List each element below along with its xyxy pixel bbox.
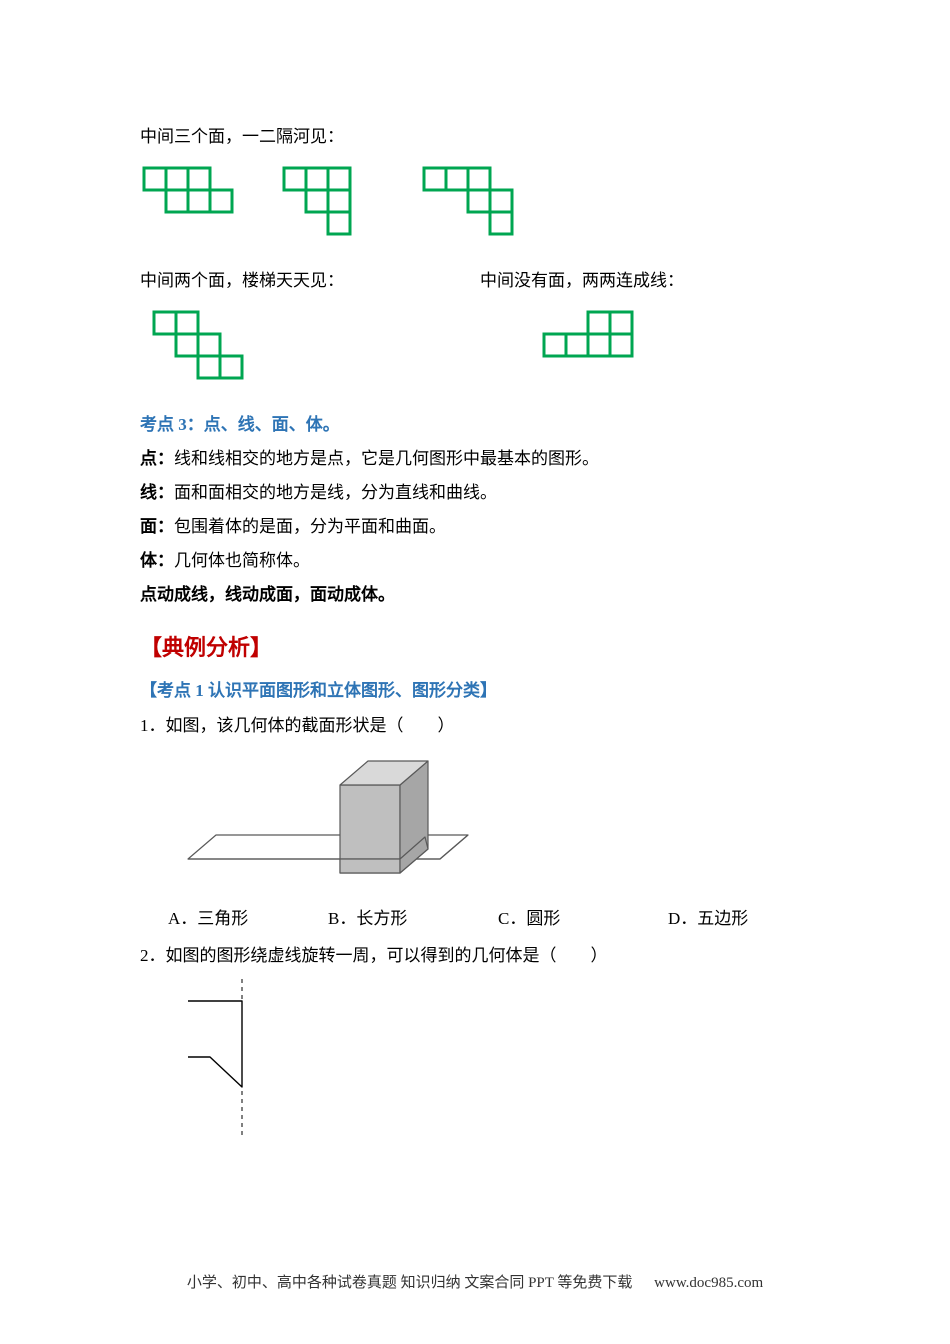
kp3-body-label: 体： [140, 551, 174, 570]
q1-figure [168, 749, 820, 890]
kp1-heading: 【考点 1 认识平面图形和立体图形、图形分类】 [140, 676, 820, 701]
examples-heading: 【典例分析】 [140, 630, 820, 662]
kp3-summary: 点动成线，线动成面，面动成体。 [140, 578, 820, 612]
page: 中间三个面，一二隔河见： 中间两个面，楼梯天天见： 中间没有面，两两连成线： 考… [0, 0, 950, 1344]
mnemonic-2-right: 中间没有面，两两连成线： [480, 264, 820, 298]
nets-row-2-left [150, 308, 480, 388]
q1-option-d[interactable]: D．五边形 [668, 904, 748, 929]
mnemonic-1: 中间三个面，一二隔河见： [140, 120, 820, 154]
q2-text: 2．如图的图形绕虚线旋转一周，可以得到的几何体是（ ） [140, 939, 820, 973]
q1-options: A．三角形 B．长方形 C．圆形 D．五边形 [140, 904, 820, 929]
kp3-face-text: 包围着体的是面，分为平面和曲面。 [174, 517, 446, 536]
kp3-body: 体：几何体也简称体。 [140, 544, 820, 578]
q1-option-a[interactable]: A．三角形 [168, 904, 328, 929]
footer: 小学、初中、高中各种试卷真题 知识归纳 文案合同 PPT 等免费下载 www.d… [0, 1271, 950, 1292]
kp3-line: 线：面和面相交的地方是线，分为直线和曲线。 [140, 476, 820, 510]
kp3-face-label: 面： [140, 517, 174, 536]
mnemonic-2-left: 中间两个面，楼梯天天见： [140, 264, 480, 298]
nets-row-2-right [540, 308, 820, 368]
kp3-line-label: 线： [140, 483, 174, 502]
nets-row-1 [140, 164, 820, 244]
footer-url: www.doc985.com [654, 1275, 763, 1291]
kp3-point-label: 点： [140, 449, 174, 468]
kp3-point: 点：线和线相交的地方是点，它是几何图形中最基本的图形。 [140, 442, 820, 476]
kp3-face: 面：包围着体的是面，分为平面和曲面。 [140, 510, 820, 544]
q1-text: 1．如图，该几何体的截面形状是（ ） [140, 709, 820, 743]
footer-text: 小学、初中、高中各种试卷真题 知识归纳 文案合同 PPT 等免费下载 [187, 1275, 633, 1291]
q1-option-b[interactable]: B．长方形 [328, 904, 498, 929]
q2-figure [168, 979, 820, 1146]
q1-option-c[interactable]: C．圆形 [498, 904, 668, 929]
kp3-heading: 考点 3：点、线、面、体。 [140, 408, 820, 442]
kp3-body-text: 几何体也简称体。 [174, 551, 310, 570]
kp3-line-text: 面和面相交的地方是线，分为直线和曲线。 [174, 483, 497, 502]
kp3-point-text: 线和线相交的地方是点，它是几何图形中最基本的图形。 [174, 449, 599, 468]
mnemonic-2-row: 中间两个面，楼梯天天见： 中间没有面，两两连成线： [140, 264, 820, 408]
